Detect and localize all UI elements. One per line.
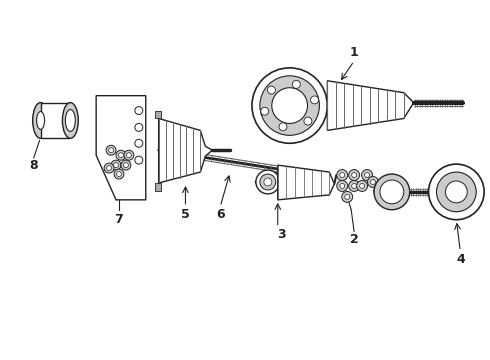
Circle shape xyxy=(362,170,372,180)
Circle shape xyxy=(304,117,312,125)
Text: 2: 2 xyxy=(350,233,359,246)
Circle shape xyxy=(445,181,467,203)
Circle shape xyxy=(126,153,131,158)
Circle shape xyxy=(437,172,476,212)
Circle shape xyxy=(272,88,308,123)
Circle shape xyxy=(337,170,348,180)
Text: 6: 6 xyxy=(216,208,224,221)
Circle shape xyxy=(340,172,345,177)
Circle shape xyxy=(116,150,126,160)
Circle shape xyxy=(121,160,131,170)
Circle shape xyxy=(264,178,272,186)
Circle shape xyxy=(256,170,280,194)
Circle shape xyxy=(349,170,360,180)
Circle shape xyxy=(365,172,369,177)
Circle shape xyxy=(124,150,134,160)
Text: 3: 3 xyxy=(277,228,286,241)
Text: 4: 4 xyxy=(456,253,465,266)
Circle shape xyxy=(261,107,269,115)
Circle shape xyxy=(260,76,319,135)
Circle shape xyxy=(374,174,410,210)
Circle shape xyxy=(119,153,123,158)
Text: 8: 8 xyxy=(29,159,38,172)
Text: 5: 5 xyxy=(181,208,190,221)
Circle shape xyxy=(104,163,114,173)
Circle shape xyxy=(111,160,121,170)
Circle shape xyxy=(106,145,116,155)
Circle shape xyxy=(368,176,378,188)
Circle shape xyxy=(429,164,484,220)
Ellipse shape xyxy=(65,109,75,131)
Circle shape xyxy=(352,172,357,177)
Circle shape xyxy=(107,166,112,171)
Ellipse shape xyxy=(33,103,49,138)
Circle shape xyxy=(252,68,327,143)
Bar xyxy=(155,111,161,118)
Circle shape xyxy=(279,123,287,131)
Bar xyxy=(155,183,161,191)
Circle shape xyxy=(135,107,143,114)
Polygon shape xyxy=(96,96,146,200)
Circle shape xyxy=(311,96,319,104)
Circle shape xyxy=(135,156,143,164)
Text: 7: 7 xyxy=(115,213,123,226)
Polygon shape xyxy=(327,81,414,130)
Circle shape xyxy=(337,180,348,192)
Circle shape xyxy=(370,180,375,184)
Text: 1: 1 xyxy=(350,46,359,59)
Circle shape xyxy=(352,184,357,188)
Circle shape xyxy=(342,192,353,202)
Ellipse shape xyxy=(37,112,45,129)
Circle shape xyxy=(117,172,122,176)
Circle shape xyxy=(340,184,345,188)
Circle shape xyxy=(268,86,275,94)
Polygon shape xyxy=(159,118,212,183)
Circle shape xyxy=(349,180,360,192)
Circle shape xyxy=(114,169,124,179)
Circle shape xyxy=(360,184,365,188)
Circle shape xyxy=(135,123,143,131)
Circle shape xyxy=(135,139,143,147)
Polygon shape xyxy=(278,165,334,200)
Circle shape xyxy=(123,163,128,168)
Polygon shape xyxy=(41,103,71,138)
Circle shape xyxy=(380,180,404,204)
Circle shape xyxy=(293,80,300,88)
Circle shape xyxy=(109,148,114,153)
Circle shape xyxy=(345,194,350,199)
Circle shape xyxy=(114,163,119,168)
Ellipse shape xyxy=(62,103,78,138)
Circle shape xyxy=(260,174,276,190)
Circle shape xyxy=(357,180,368,192)
